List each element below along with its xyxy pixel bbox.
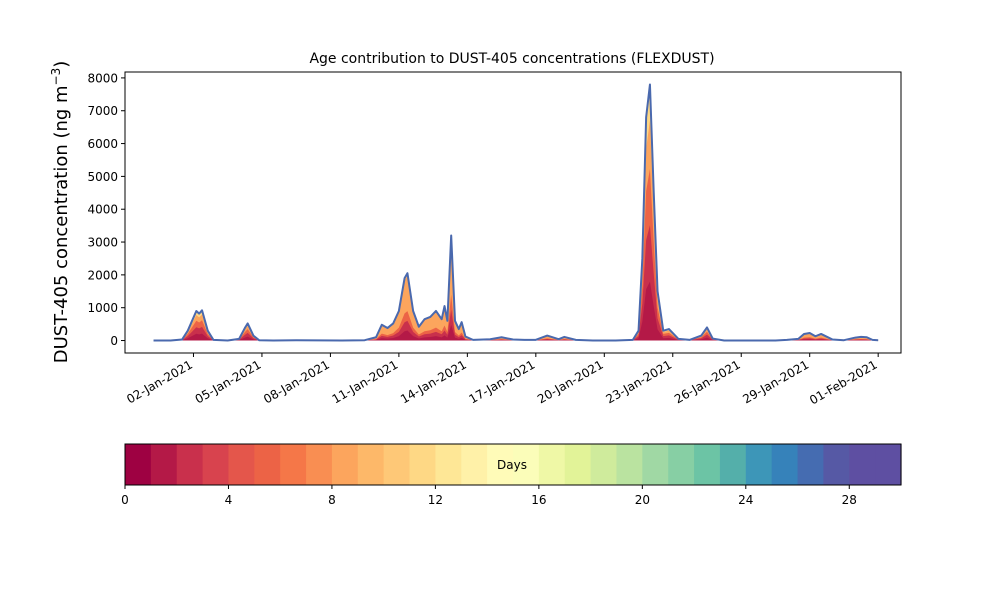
colorbar-segment <box>202 444 230 485</box>
age-band-area <box>153 84 879 341</box>
x-tick-label: 02-Jan-2021 <box>124 357 195 406</box>
y-tick-label: 7000 <box>87 104 118 118</box>
colorbar-label: Days <box>497 458 527 472</box>
colorbar-segment <box>435 444 462 485</box>
colorbar-segment <box>150 444 178 485</box>
age-band-area <box>153 225 879 341</box>
y-axis: 0 1000 2000 3000 4000 5000 6000 7000 8000 <box>87 71 125 348</box>
colorbar-segment <box>875 444 902 485</box>
colorbar-segment <box>797 444 824 485</box>
colorbar-segment <box>176 444 204 485</box>
colorbar-segment <box>642 444 669 485</box>
x-tick-label: 14-Jan-2021 <box>398 357 469 406</box>
x-tick-label: 01-Feb-2021 <box>807 357 880 407</box>
colorbar-segment <box>538 444 566 485</box>
colorbar-frame <box>124 443 902 486</box>
x-tick-label: 08-Jan-2021 <box>261 357 332 406</box>
x-tick-label: 29-Jan-2021 <box>740 357 811 406</box>
colorbar-segment <box>331 444 359 485</box>
colorbar-segment <box>487 444 514 485</box>
colorbar-segment <box>849 444 876 485</box>
colorbar-segment <box>125 444 152 485</box>
colorbar-segment <box>383 444 411 485</box>
colorbar-segment <box>228 444 255 485</box>
colorbar-segment <box>513 444 540 485</box>
total-concentration-line <box>153 83 879 342</box>
age-band-area <box>153 84 879 341</box>
colorbar-tick-label: 12 <box>428 493 443 507</box>
colorbar-tick-label: 4 <box>225 493 233 507</box>
colorbar-segment <box>590 444 618 485</box>
y-axis-label-close: ) <box>51 61 72 68</box>
colorbar-ticks: 0 4 8 12 16 20 24 28 <box>121 485 857 507</box>
colorbar-segment <box>616 444 643 485</box>
x-tick-label: 26-Jan-2021 <box>672 357 743 406</box>
y-tick-label: 6000 <box>87 137 118 151</box>
colorbar-tick-label: 20 <box>635 493 650 507</box>
y-tick-label: 5000 <box>87 170 118 184</box>
colorbar-tick-label: 0 <box>121 493 129 507</box>
colorbar-segment <box>306 444 333 485</box>
age-band-area <box>153 84 879 341</box>
colorbar-segment <box>357 444 385 485</box>
x-axis: 02-Jan-202105-Jan-202108-Jan-202111-Jan-… <box>124 353 880 407</box>
y-axis-label: DUST-405 concentration (ng m−3) <box>49 61 72 364</box>
age-band-area <box>153 84 879 341</box>
y-tick-label: 0 <box>110 334 118 348</box>
x-tick-label: 17-Jan-2021 <box>467 357 538 406</box>
colorbar-segment <box>745 444 773 485</box>
colorbar-segment <box>280 444 307 485</box>
colorbar-segment <box>771 444 799 485</box>
chart-title: Age contribution to DUST-405 concentrati… <box>309 51 714 67</box>
colorbar-tick-label: 24 <box>738 493 753 507</box>
colorbar-segment <box>719 444 747 485</box>
colorbar: Days 0 4 8 12 16 20 24 28 <box>121 443 902 507</box>
age-band-area <box>153 120 879 341</box>
y-tick-label: 4000 <box>87 203 118 217</box>
age-band-area <box>153 168 879 341</box>
age-band-area <box>153 281 879 341</box>
colorbar-segment <box>668 444 695 485</box>
colorbar-segment <box>461 444 488 485</box>
series-layer <box>153 83 879 342</box>
colorbar-segment <box>409 444 436 485</box>
colorbar-segments <box>125 444 902 485</box>
plot-area: 0 1000 2000 3000 4000 5000 6000 7000 8000 02-Jan… <box>87 71 902 407</box>
y-axis-label-superscript: −3 <box>49 68 63 86</box>
x-tick-label: 20-Jan-2021 <box>535 357 606 406</box>
colorbar-segment <box>254 444 281 485</box>
colorbar-tick-label: 8 <box>328 493 336 507</box>
y-tick-label: 2000 <box>87 268 118 282</box>
y-tick-label: 8000 <box>87 71 118 85</box>
colorbar-segment <box>694 444 721 485</box>
y-tick-label: 1000 <box>87 301 118 315</box>
colorbar-segment <box>823 444 850 485</box>
colorbar-tick-label: 28 <box>842 493 857 507</box>
x-tick-label: 23-Jan-2021 <box>603 357 674 406</box>
y-tick-label: 3000 <box>87 236 118 250</box>
colorbar-tick-label: 16 <box>531 493 546 507</box>
colorbar-segment <box>564 444 592 485</box>
x-tick-label: 11-Jan-2021 <box>330 357 401 406</box>
y-axis-label-text: DUST-405 concentration (ng m <box>51 85 72 363</box>
plot-frame <box>124 71 902 354</box>
x-tick-label: 05-Jan-2021 <box>193 357 264 406</box>
age-band-area <box>153 84 879 341</box>
